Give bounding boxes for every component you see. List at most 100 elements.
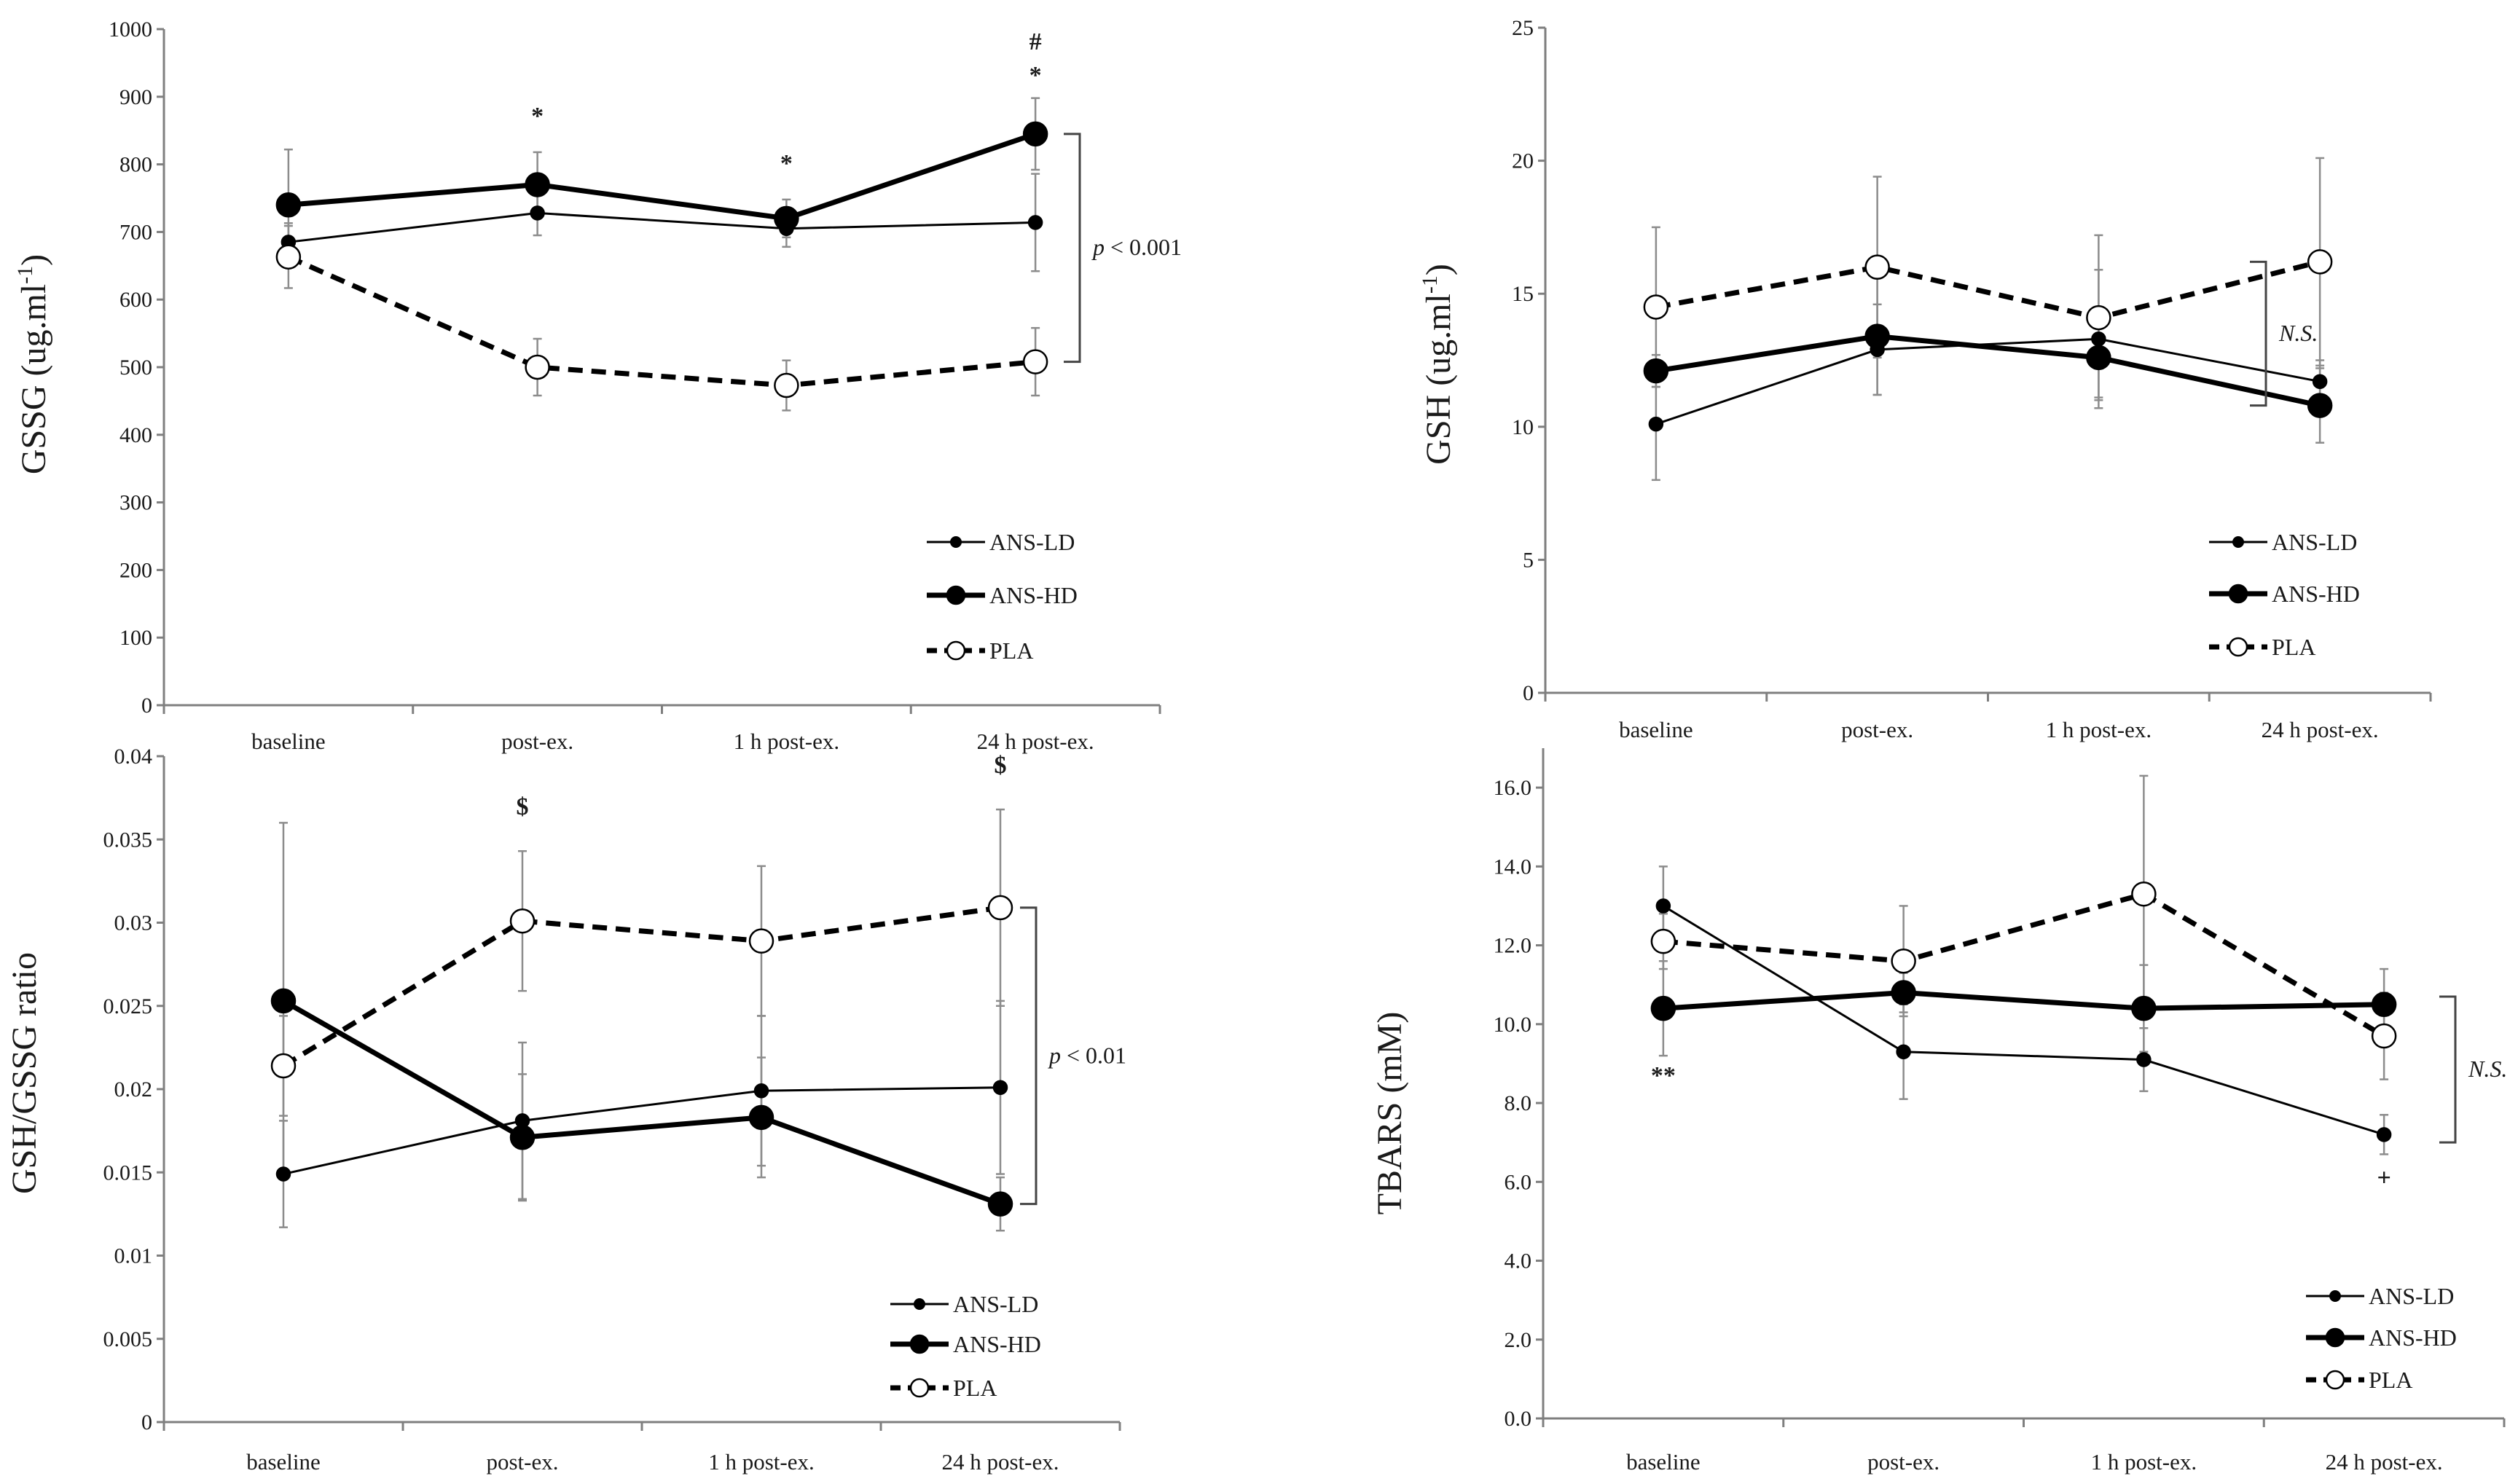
series-line-ans-hd xyxy=(1663,990,2385,1011)
significance-mark: $ xyxy=(995,752,1007,779)
legend-marker xyxy=(2325,1370,2345,1390)
y-tick-label: 10 xyxy=(1512,415,1534,439)
series-line-ans-ld xyxy=(283,1086,1001,1175)
data-point-ans-ld xyxy=(530,205,545,221)
data-point-pla xyxy=(1643,294,1669,320)
x-tick-label: 1 h post-ex. xyxy=(2091,1449,2197,1475)
data-point-pla xyxy=(774,372,799,399)
y-tick-label: 600 xyxy=(119,288,152,312)
x-tick-label: 24 h post-ex. xyxy=(941,1449,1059,1475)
data-point-ans-hd xyxy=(774,205,799,232)
x-tick-label: post-ex. xyxy=(486,1449,558,1475)
y-axis-label-suffix: ) xyxy=(1419,264,1458,275)
y-tick-label: 0.005 xyxy=(103,1327,153,1351)
data-point-pla xyxy=(2371,1023,2397,1049)
y-axis-label: TBARS (mM) xyxy=(1370,1012,1409,1215)
data-point-pla xyxy=(1864,254,1890,280)
y-axis-label-sup: -1 xyxy=(13,266,37,284)
x-tick-label: 24 h post-ex. xyxy=(2326,1449,2443,1475)
y-tick-label: 14.0 xyxy=(1494,855,1532,879)
y-tick-label: 0 xyxy=(1523,681,1534,705)
y-tick-label: 400 xyxy=(119,423,152,447)
data-point-ans-hd xyxy=(1022,121,1048,147)
data-point-ans-hd xyxy=(2086,345,2111,371)
x-tick-label: baseline xyxy=(1626,1449,1701,1475)
data-point-ans-hd xyxy=(748,1104,774,1131)
legend-marker xyxy=(2228,584,2248,604)
significance-bracket xyxy=(1020,906,1038,1206)
data-point-ans-ld xyxy=(2091,331,2106,347)
bracket-label-italic: N.S. xyxy=(2468,1056,2507,1082)
legend-marker xyxy=(946,640,966,661)
y-tick-label: 0.03 xyxy=(114,911,153,935)
y-axis-label-main: TBARS (mM) xyxy=(1370,1012,1409,1215)
legend-marker xyxy=(950,536,962,548)
bracket-label-italic: p xyxy=(1048,1042,1061,1068)
significance-mark: $ xyxy=(517,793,529,820)
series-line-ans-hd xyxy=(288,131,1037,221)
x-tick-label: baseline xyxy=(246,1449,321,1475)
bracket-label: p < 0.01 xyxy=(1048,1042,1126,1068)
data-point-ans-hd xyxy=(2371,992,2397,1018)
bracket-label-italic: N.S. xyxy=(2278,320,2318,346)
series-line-pla xyxy=(1663,891,2385,1039)
y-tick-label: 5 xyxy=(1523,548,1534,572)
y-tick-label: 6.0 xyxy=(1505,1170,1532,1194)
chart-panel-3: 0 0.005 0.01 0.015 0.02 0.025 0.03 0.035 0.04 bas… xyxy=(5,745,1126,1475)
data-point-ans-hd xyxy=(1643,358,1669,384)
series-line-pla xyxy=(282,905,1001,1069)
data-point-ans-ld xyxy=(1896,1044,1911,1059)
legend-marker xyxy=(946,585,966,605)
y-tick-label: 700 xyxy=(119,220,152,244)
y-tick-label: 900 xyxy=(119,85,152,109)
bracket-label: p < 0.001 xyxy=(1091,234,1182,260)
y-tick-label: 15 xyxy=(1512,282,1534,306)
legend: ANS-LD ANS-HD PLA xyxy=(927,529,1078,664)
y-tick-label: 25 xyxy=(1512,16,1534,40)
y-tick-label: 200 xyxy=(119,558,152,582)
y-tick-label: 0.035 xyxy=(103,828,153,852)
y-tick-label: 10.0 xyxy=(1494,1013,1532,1037)
y-axis-label-main: GSH/GSSG ratio xyxy=(5,952,44,1194)
data-point-pla xyxy=(525,354,550,380)
y-tick-label: 0 xyxy=(141,694,152,718)
x-tick-label: 24 h post-ex. xyxy=(977,729,1094,754)
data-point-pla xyxy=(748,928,774,954)
y-tick-label: 0.0 xyxy=(1505,1407,1532,1431)
chart-panel-2: 0 5 10 15 20 25 baseline post-ex. 1 h post-ex. 24… xyxy=(1418,16,2432,742)
data-point-pla xyxy=(2086,305,2111,331)
legend-label: PLA xyxy=(2272,634,2315,660)
bracket-label: N.S. xyxy=(2468,1056,2507,1082)
legend-label: ANS-LD xyxy=(2369,1283,2454,1309)
y-tick-label: 12.0 xyxy=(1494,934,1532,958)
data-point-pla xyxy=(987,895,1013,921)
y-tick-label: 0.01 xyxy=(114,1244,153,1268)
y-axis-label: GSH (ug.ml-1) xyxy=(1418,264,1458,465)
significance-mark: * xyxy=(780,150,793,177)
legend-label: ANS-HD xyxy=(953,1331,1041,1357)
legend-label: PLA xyxy=(2369,1367,2412,1393)
x-tick-label: post-ex. xyxy=(1841,717,1913,742)
series-line-ans-ld xyxy=(1663,905,2385,1136)
data-point-pla xyxy=(2131,881,2157,907)
data-point-ans-ld xyxy=(2376,1127,2392,1142)
data-point-pla xyxy=(1650,928,1676,954)
x-tick-label: 24 h post-ex. xyxy=(2262,717,2379,742)
significance-mark: ** xyxy=(1651,1062,1676,1089)
y-tick-label: 2.0 xyxy=(1505,1328,1532,1352)
data-point-pla xyxy=(275,244,302,270)
legend-label: ANS-LD xyxy=(2272,529,2357,555)
series-line-pla xyxy=(287,254,1036,388)
legend-marker xyxy=(2329,1290,2341,1302)
data-point-ans-hd xyxy=(1650,995,1676,1021)
legend-label: ANS-HD xyxy=(2369,1324,2457,1351)
x-tick-label: 1 h post-ex. xyxy=(2046,717,2152,742)
significance-bracket xyxy=(1064,133,1081,364)
x-tick-label: 1 h post-ex. xyxy=(708,1449,815,1475)
series-line-ans-ld xyxy=(1655,337,2321,425)
y-tick-label: 300 xyxy=(119,491,152,515)
series-line-pla xyxy=(1655,259,2321,321)
legend-marker xyxy=(914,1298,925,1310)
data-point-ans-ld xyxy=(1655,898,1671,914)
